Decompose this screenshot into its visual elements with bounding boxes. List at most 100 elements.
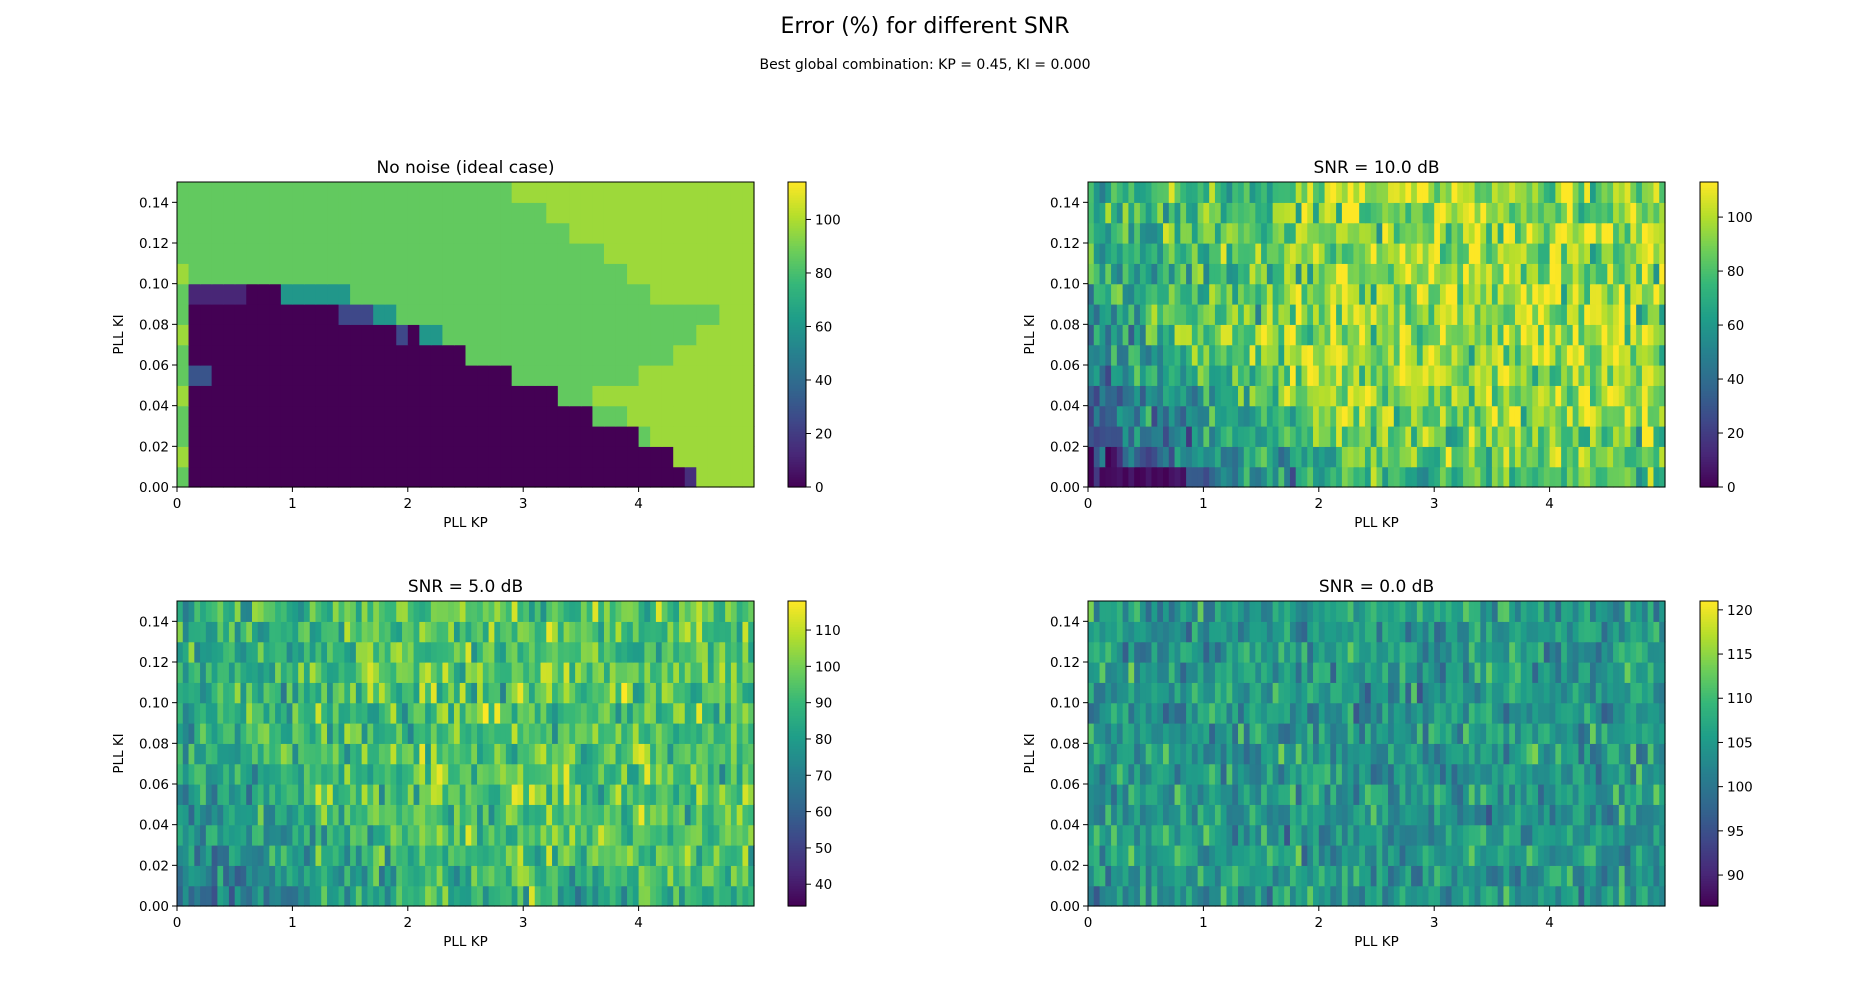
heatmap-cell xyxy=(1451,804,1458,826)
heatmap-cell xyxy=(1636,845,1643,866)
heatmap-cell xyxy=(177,344,190,366)
colorbar-segment xyxy=(788,448,806,453)
colorbar-segment xyxy=(788,756,806,760)
colorbar-segment xyxy=(788,667,806,671)
x-tick-label: 3 xyxy=(519,496,528,512)
colorbar-segment xyxy=(788,349,806,353)
heatmap-cell xyxy=(465,222,478,244)
heatmap-cell xyxy=(1636,263,1643,285)
heatmap-cell xyxy=(459,804,467,826)
heatmap-cell xyxy=(1486,283,1493,305)
heatmap-cell xyxy=(638,682,645,704)
heatmap-cell xyxy=(1659,426,1666,447)
heatmap-cell xyxy=(373,641,380,663)
heatmap-cell xyxy=(632,702,640,724)
heatmap-cell xyxy=(1514,865,1522,887)
heatmap-cell xyxy=(638,865,645,887)
colorbar-segment xyxy=(1700,352,1718,356)
x-tick-label: 2 xyxy=(404,915,413,931)
heatmap-cell xyxy=(615,243,628,264)
heatmap-cell xyxy=(528,621,536,643)
heatmap-cell xyxy=(615,804,622,826)
heatmap-cell xyxy=(621,824,628,846)
heatmap-cell xyxy=(1353,263,1360,285)
heatmap-cell xyxy=(1601,324,1608,346)
heatmap-cell xyxy=(1261,804,1268,826)
heatmap-cell xyxy=(1370,784,1378,805)
heatmap-cell xyxy=(303,641,311,663)
heatmap-cell xyxy=(661,641,669,663)
heatmap-cell xyxy=(200,743,207,765)
heatmap-cell xyxy=(1607,763,1614,785)
heatmap-cell xyxy=(1543,222,1551,244)
heatmap-cell xyxy=(650,865,657,887)
heatmap-cell xyxy=(730,243,744,264)
heatmap-cell xyxy=(1105,263,1112,285)
heatmap-cell xyxy=(673,182,686,203)
colorbar-segment xyxy=(1700,344,1718,348)
heatmap-cell xyxy=(592,466,605,488)
colorbar-segment xyxy=(1700,260,1718,264)
heatmap-cell xyxy=(678,743,686,765)
heatmap-cell xyxy=(390,804,397,826)
heatmap-cell xyxy=(1180,784,1187,805)
heatmap-cell xyxy=(1353,405,1360,427)
heatmap-cell xyxy=(488,426,501,447)
heatmap-cell xyxy=(1093,283,1101,305)
heatmap-cell xyxy=(609,804,617,826)
heatmap-cell xyxy=(396,385,409,407)
heatmap-cell xyxy=(1249,344,1256,366)
heatmap-cell xyxy=(684,385,697,407)
heatmap-cell xyxy=(361,263,374,285)
heatmap-cell xyxy=(413,723,420,744)
heatmap-cell xyxy=(707,621,715,643)
heatmap-cell xyxy=(419,845,426,866)
heatmap-cell xyxy=(1301,385,1308,407)
heatmap-cell xyxy=(1578,365,1585,386)
heatmap-cell xyxy=(344,804,351,826)
heatmap-cell xyxy=(355,784,363,805)
heatmap-cell xyxy=(650,182,663,203)
heatmap-cell xyxy=(1243,365,1251,386)
heatmap-cell xyxy=(1491,344,1499,366)
heatmap-cell xyxy=(1111,446,1118,468)
colorbar-segment xyxy=(788,220,806,224)
heatmap-cell xyxy=(1393,222,1401,244)
colorbar-segment xyxy=(788,801,806,805)
colorbar-segment xyxy=(788,763,806,767)
heatmap-cell xyxy=(557,865,565,887)
heatmap-cell xyxy=(1145,865,1153,887)
heatmap-cell xyxy=(1601,804,1608,826)
heatmap-cell xyxy=(453,446,467,468)
heatmap-cell xyxy=(1289,426,1297,447)
heatmap-cell xyxy=(603,601,611,622)
heatmap-cell xyxy=(1624,202,1631,224)
heatmap-cell xyxy=(1168,446,1176,468)
heatmap-cell xyxy=(1249,365,1256,386)
heatmap-cell xyxy=(1555,466,1562,488)
heatmap-cell xyxy=(1491,784,1499,805)
heatmap-cell xyxy=(280,723,288,744)
colorbar-segment xyxy=(788,893,806,897)
heatmap-cell xyxy=(327,804,334,826)
heatmap-cell xyxy=(1307,446,1314,468)
heatmap-cell xyxy=(1341,243,1349,264)
heatmap-cell xyxy=(1214,182,1222,203)
heatmap-cell xyxy=(211,304,224,325)
heatmap-cell xyxy=(1214,243,1222,264)
heatmap-cell xyxy=(500,824,507,846)
heatmap-cell xyxy=(1353,283,1360,305)
heatmap-cell xyxy=(303,365,317,386)
heatmap-cell xyxy=(1428,385,1435,407)
colorbar-segment xyxy=(1700,428,1718,432)
heatmap-cell xyxy=(546,641,553,663)
heatmap-cell xyxy=(355,824,363,846)
heatmap-cell xyxy=(332,743,340,765)
heatmap-cell xyxy=(223,865,230,887)
heatmap-cell xyxy=(1607,182,1614,203)
heatmap-cell xyxy=(725,641,732,663)
heatmap-cell xyxy=(292,621,299,643)
colorbar-segment xyxy=(1700,250,1718,254)
heatmap-cell xyxy=(280,466,293,488)
heatmap-cell xyxy=(453,621,461,643)
